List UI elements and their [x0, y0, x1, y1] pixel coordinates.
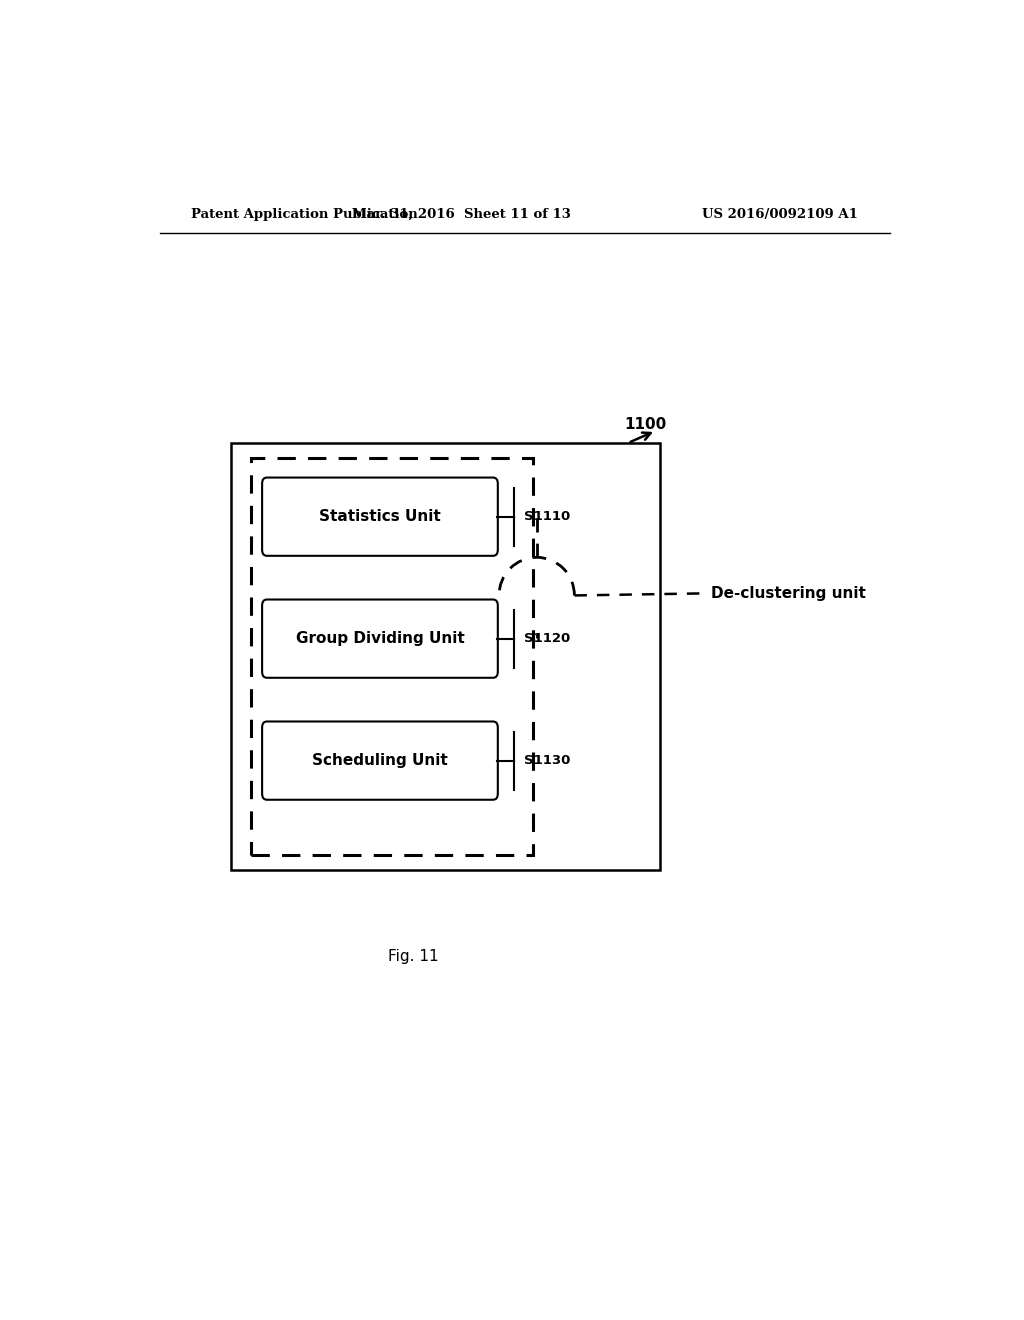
- FancyBboxPatch shape: [231, 444, 659, 870]
- Text: De-clustering unit: De-clustering unit: [712, 586, 866, 601]
- Text: S1130: S1130: [524, 754, 570, 767]
- Text: Scheduling Unit: Scheduling Unit: [312, 754, 447, 768]
- Text: S1120: S1120: [524, 632, 570, 645]
- FancyBboxPatch shape: [262, 722, 498, 800]
- Text: Fig. 11: Fig. 11: [388, 949, 439, 964]
- Text: S1110: S1110: [524, 511, 570, 523]
- Text: Mar. 31, 2016  Sheet 11 of 13: Mar. 31, 2016 Sheet 11 of 13: [352, 207, 570, 220]
- Text: Patent Application Publication: Patent Application Publication: [191, 207, 418, 220]
- Text: 1100: 1100: [624, 417, 667, 432]
- FancyBboxPatch shape: [262, 599, 498, 677]
- FancyBboxPatch shape: [262, 478, 498, 556]
- Text: US 2016/0092109 A1: US 2016/0092109 A1: [702, 207, 858, 220]
- Text: Statistics Unit: Statistics Unit: [319, 510, 441, 524]
- Text: Group Dividing Unit: Group Dividing Unit: [296, 631, 464, 647]
